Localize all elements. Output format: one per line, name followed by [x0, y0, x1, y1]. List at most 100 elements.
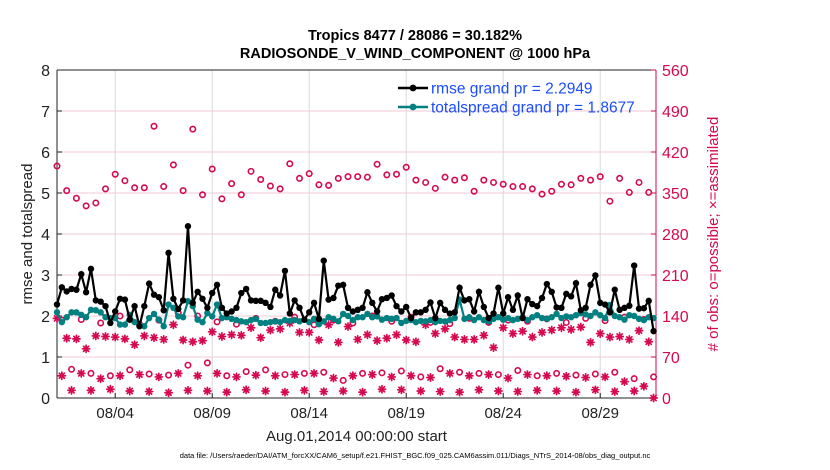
- assimilated-obs-marker: [552, 386, 562, 396]
- asterisk-stroke: [155, 373, 163, 381]
- rmse-point: [626, 302, 633, 309]
- rmse-point: [543, 280, 551, 288]
- possible-obs-marker: [296, 174, 304, 182]
- asterisk-stroke: [179, 336, 187, 344]
- asterisk-stroke: [267, 326, 274, 334]
- totalspread-point: [359, 314, 366, 321]
- assimilated-obs-marker: [576, 322, 586, 332]
- assimilated-obs-marker: [430, 329, 440, 339]
- totalspread-point: [349, 316, 357, 324]
- rmse-point: [645, 297, 652, 305]
- y-tick-label-right: 420: [662, 145, 689, 162]
- chart: 0 1 2 3 4 5 6 7 8 0 70 140 210 280 350 420 490 560 08/04 08…: [19, 63, 722, 445]
- assimilated-obs-marker: [435, 387, 445, 397]
- possible-obs-marker: [499, 180, 507, 188]
- rmse-point: [330, 294, 337, 302]
- rmse-point: [160, 307, 167, 314]
- possible-obs-marker: [150, 122, 158, 130]
- totalspread-point: [582, 311, 589, 318]
- possible-obs-marker: [373, 160, 381, 168]
- assimilated-obs-marker: [173, 368, 183, 378]
- possible-obs-marker: [257, 176, 265, 184]
- y-tick-label-left: 8: [41, 63, 50, 80]
- totalspread-point: [412, 318, 420, 326]
- possible-obs-marker: [320, 368, 328, 376]
- possible-obs-marker: [68, 365, 76, 373]
- rmse-point: [417, 309, 424, 316]
- legend-rmse-label: rmse grand pr = 2.2949: [431, 81, 593, 98]
- asterisk-stroke: [247, 324, 255, 332]
- asterisk-stroke: [296, 329, 303, 336]
- totalspread-point: [82, 314, 90, 321]
- rmse-point: [170, 295, 177, 302]
- assimilated-obs-marker: [212, 368, 222, 378]
- rmse-point: [567, 293, 575, 300]
- totalspread-point: [306, 318, 313, 326]
- possible-obs-marker: [315, 181, 323, 189]
- possible-obs-marker: [121, 177, 129, 185]
- x-axis-label: Aug.01,2014 00:00:00 start: [266, 428, 448, 445]
- possible-obs-marker: [184, 361, 192, 369]
- asterisk-stroke: [315, 336, 323, 344]
- rmse-point: [436, 299, 444, 307]
- asterisk-stroke: [262, 387, 269, 395]
- possible-obs-marker: [339, 376, 347, 384]
- asterisk-stroke: [393, 331, 400, 339]
- rmse-point: [179, 297, 187, 304]
- asterisk-stroke: [228, 331, 236, 339]
- assimilated-obs-marker: [241, 385, 251, 395]
- assimilated-obs-marker: [556, 323, 566, 333]
- assimilated-obs-marker: [71, 334, 81, 344]
- rmse-point: [403, 303, 410, 311]
- totalspread-point: [378, 316, 386, 323]
- y-tick-label-right: 490: [662, 104, 689, 121]
- rmse-point: [233, 304, 240, 311]
- plot-area: [52, 122, 659, 403]
- asterisk-stroke: [412, 338, 420, 346]
- totalspread-point: [461, 315, 468, 323]
- assimilated-obs-marker: [154, 372, 164, 382]
- totalspread-point: [310, 315, 318, 323]
- assimilated-obs-marker: [265, 325, 275, 335]
- possible-obs-marker: [596, 173, 604, 181]
- totalspread-point: [121, 321, 129, 328]
- possible-obs-marker: [611, 368, 619, 376]
- assimilated-obs-marker: [469, 334, 479, 344]
- possible-obs-marker: [344, 173, 352, 181]
- rmse-point: [611, 286, 618, 293]
- rmse-point: [606, 309, 614, 316]
- totalspread-point: [451, 314, 458, 322]
- chart-title-line-2: RADIOSONDE_V_WIND_COMPONENT @ 1000 hPa: [239, 46, 591, 62]
- totalspread-point: [281, 316, 289, 324]
- possible-obs-marker: [354, 173, 362, 181]
- totalspread-point: [155, 316, 163, 323]
- asterisk-stroke: [553, 387, 560, 395]
- assimilated-obs-marker: [314, 335, 324, 345]
- totalspread-point: [422, 318, 429, 325]
- asterisk-stroke: [548, 326, 556, 334]
- assimilated-obs-marker: [188, 337, 198, 347]
- totalspread-point: [78, 311, 85, 318]
- rmse-point: [500, 310, 507, 317]
- possible-obs-marker: [63, 187, 71, 195]
- asterisk-stroke: [63, 334, 71, 342]
- possible-obs-marker: [262, 366, 270, 374]
- asterisk-stroke: [364, 331, 371, 339]
- asterisk-stroke: [102, 333, 109, 340]
- assimilated-obs-marker: [392, 330, 401, 340]
- totalspread-point: [228, 315, 235, 323]
- rmse-point: [87, 265, 95, 273]
- asterisk-stroke: [174, 370, 182, 377]
- rmse-point: [53, 301, 61, 308]
- possible-obs-marker: [165, 371, 173, 379]
- possible-obs-marker: [402, 163, 410, 171]
- totalspread-point: [398, 319, 405, 327]
- x-tick-label: 08/09: [193, 405, 231, 422]
- totalspread-point: [296, 318, 303, 325]
- asterisk-stroke: [475, 386, 483, 394]
- rmse-point: [393, 302, 400, 310]
- asterisk-stroke: [252, 371, 260, 379]
- possible-obs-marker: [169, 161, 177, 169]
- totalspread-point: [209, 313, 216, 320]
- assimilated-obs-marker: [537, 327, 547, 337]
